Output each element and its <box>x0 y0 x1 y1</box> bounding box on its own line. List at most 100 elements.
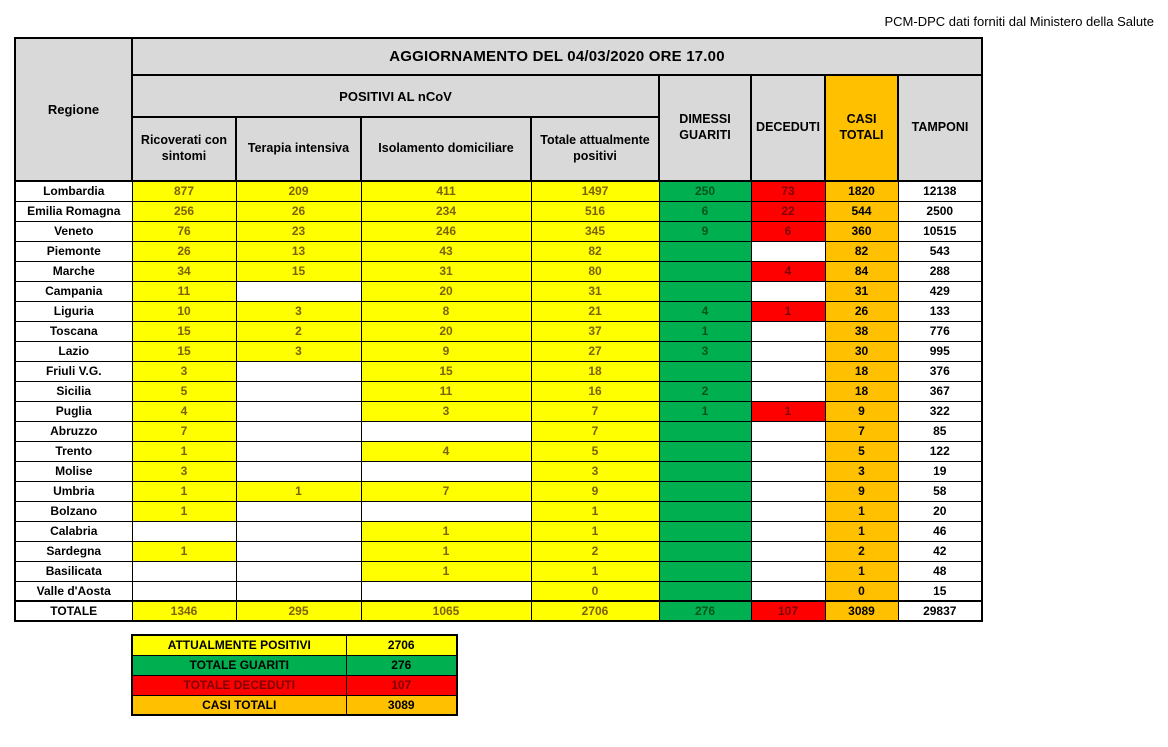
cell-casi-totali: 31 <box>824 280 899 302</box>
cell-ricoverati-con-sintomi: 10 <box>131 300 237 322</box>
cell-casi-totali: 1820 <box>824 180 899 202</box>
cell-terapia-intensiva <box>235 460 362 482</box>
cell-ricoverati-con-sintomi: 3 <box>131 460 237 482</box>
cell-casi-totali: 38 <box>824 320 899 342</box>
summary-body: ATTUALMENTE POSITIVI 2706 TOTALE GUARITI 27… <box>131 634 458 716</box>
cell-dimessi-guariti: 4 <box>658 300 752 322</box>
summary-value: 107 <box>345 674 458 696</box>
cell-dimessi-guariti <box>658 280 752 302</box>
cell-casi-totali: 30 <box>824 340 899 362</box>
cell-terapia-intensiva <box>235 560 362 582</box>
cell-tamponi: 376 <box>897 360 983 382</box>
cell-casi-totali: 3 <box>824 460 899 482</box>
cell-tamponi: 42 <box>897 540 983 562</box>
cell-isolamento-domiciliare: 1 <box>360 540 532 562</box>
cell-tamponi: 2500 <box>897 200 983 222</box>
table-total-row: TOTALE 1346 295 1065 2706 276 107 3089 29837 <box>14 600 983 622</box>
header-positivi-ncov: POSITIVI AL nCoV <box>131 74 660 118</box>
cell-totale-attualmente-positivi: 345 <box>530 220 660 242</box>
cell-tamponi: 46 <box>897 520 983 542</box>
table-row: Lazio 15 3 9 27 3 30 995 <box>14 340 983 362</box>
cell-totale-attualmente-positivi: 2 <box>530 540 660 562</box>
summary-label: TOTALE DECEDUTI <box>131 674 347 696</box>
cell-isolamento-domiciliare: 1065 <box>360 600 532 622</box>
cell-isolamento-domiciliare <box>360 580 532 602</box>
cell-tamponi: 122 <box>897 440 983 462</box>
cell-terapia-intensiva: 2 <box>235 320 362 342</box>
cell-tamponi: 288 <box>897 260 983 282</box>
cell-deceduti: 1 <box>750 300 826 322</box>
header-ricoverati-con-sintomi: Ricoverati con sintomi <box>131 116 237 182</box>
region-name: Calabria <box>14 520 133 542</box>
cell-isolamento-domiciliare: 411 <box>360 180 532 202</box>
cell-casi-totali: 18 <box>824 380 899 402</box>
cell-tamponi: 85 <box>897 420 983 442</box>
table-row: Molise 3 3 3 19 <box>14 460 983 482</box>
table-row: Friuli V.G. 3 15 18 18 376 <box>14 360 983 382</box>
cell-casi-totali: 2 <box>824 540 899 562</box>
cell-totale-attualmente-positivi: 31 <box>530 280 660 302</box>
cell-dimessi-guariti <box>658 420 752 442</box>
cell-totale-attualmente-positivi: 37 <box>530 320 660 342</box>
cell-dimessi-guariti <box>658 260 752 282</box>
cell-dimessi-guariti: 1 <box>658 400 752 422</box>
table-row: Umbria 1 1 7 9 9 58 <box>14 480 983 502</box>
cell-tamponi: 12138 <box>897 180 983 202</box>
cell-casi-totali: 1 <box>824 500 899 522</box>
cell-deceduti: 22 <box>750 200 826 222</box>
header-dimessi-guariti: DIMESSI GUARITI <box>658 74 752 182</box>
header-isolamento-domiciliare: Isolamento domiciliare <box>360 116 532 182</box>
summary-value: 276 <box>345 654 458 676</box>
cell-tamponi: 429 <box>897 280 983 302</box>
cell-dimessi-guariti <box>658 520 752 542</box>
region-name: Abruzzo <box>14 420 133 442</box>
cell-totale-attualmente-positivi: 1 <box>530 500 660 522</box>
region-name: Basilicata <box>14 560 133 582</box>
summary-table: ATTUALMENTE POSITIVI 2706 TOTALE GUARITI 27… <box>131 634 458 716</box>
source-note: PCM-DPC dati forniti dal Ministero della… <box>884 14 1155 29</box>
cell-dimessi-guariti: 3 <box>658 340 752 362</box>
cell-totale-attualmente-positivi: 80 <box>530 260 660 282</box>
table-row: Basilicata 1 1 1 48 <box>14 560 983 582</box>
summary-row: TOTALE DECEDUTI 107 <box>131 674 458 696</box>
cell-deceduti <box>750 580 826 602</box>
cell-ricoverati-con-sintomi: 256 <box>131 200 237 222</box>
cell-casi-totali: 544 <box>824 200 899 222</box>
region-name: Umbria <box>14 480 133 502</box>
cell-terapia-intensiva: 3 <box>235 340 362 362</box>
cell-dimessi-guariti <box>658 240 752 262</box>
cell-isolamento-domiciliare <box>360 420 532 442</box>
summary-row: ATTUALMENTE POSITIVI 2706 <box>131 634 458 656</box>
cell-tamponi: 29837 <box>897 600 983 622</box>
cell-dimessi-guariti <box>658 560 752 582</box>
cell-ricoverati-con-sintomi: 11 <box>131 280 237 302</box>
cell-isolamento-domiciliare: 1 <box>360 560 532 582</box>
cell-totale-attualmente-positivi: 82 <box>530 240 660 262</box>
cell-deceduti: 6 <box>750 220 826 242</box>
cell-casi-totali: 82 <box>824 240 899 262</box>
region-name: Friuli V.G. <box>14 360 133 382</box>
cell-dimessi-guariti: 250 <box>658 180 752 202</box>
cell-ricoverati-con-sintomi <box>131 580 237 602</box>
cell-dimessi-guariti <box>658 480 752 502</box>
cell-terapia-intensiva: 3 <box>235 300 362 322</box>
cell-ricoverati-con-sintomi: 1 <box>131 480 237 502</box>
region-name: Liguria <box>14 300 133 322</box>
cell-tamponi: 367 <box>897 380 983 402</box>
cell-totale-attualmente-positivi: 1 <box>530 520 660 542</box>
cell-isolamento-domiciliare: 11 <box>360 380 532 402</box>
cell-casi-totali: 3089 <box>824 600 899 622</box>
table-row: Valle d'Aosta 0 0 15 <box>14 580 983 602</box>
cell-ricoverati-con-sintomi: 26 <box>131 240 237 262</box>
cell-casi-totali: 9 <box>824 400 899 422</box>
cell-casi-totali: 5 <box>824 440 899 462</box>
cell-totale-attualmente-positivi: 7 <box>530 400 660 422</box>
cell-isolamento-domiciliare: 43 <box>360 240 532 262</box>
table-row: Trento 1 4 5 5 122 <box>14 440 983 462</box>
table-row: Toscana 15 2 20 37 1 38 776 <box>14 320 983 342</box>
cell-isolamento-domiciliare: 4 <box>360 440 532 462</box>
cell-terapia-intensiva <box>235 580 362 602</box>
cell-isolamento-domiciliare: 246 <box>360 220 532 242</box>
region-name: Lombardia <box>14 180 133 202</box>
summary-label: TOTALE GUARITI <box>131 654 347 676</box>
